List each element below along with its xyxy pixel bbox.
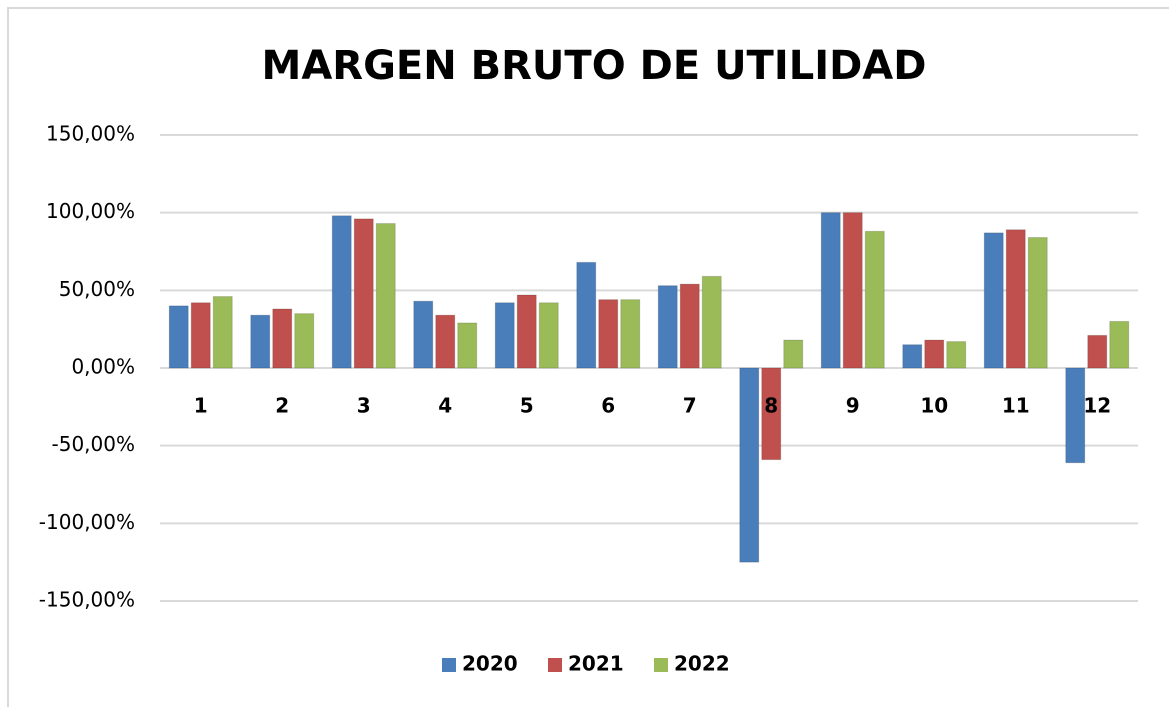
bar [983,232,1004,369]
bar [1027,237,1048,369]
y-tick-label: 0,00% [71,355,135,379]
x-tick-label: 1 [194,394,208,418]
bar [413,300,434,369]
x-tick-label: 5 [520,394,534,418]
x-tick-label: 7 [683,394,697,418]
bar [375,223,396,369]
chart-border [7,7,1169,707]
y-tick-label: -150,00% [39,588,135,612]
bar [457,322,478,369]
bar [924,339,945,369]
bar [701,275,722,369]
legend-swatch [442,658,456,672]
y-tick-label: 50,00% [59,277,135,301]
y-tick-label: -50,00% [52,432,135,456]
bar [1109,320,1130,369]
x-tick-label: 8 [764,394,778,418]
bar [598,299,619,369]
bar [272,308,293,369]
y-tick-label: 150,00% [46,122,135,146]
bar [739,367,760,563]
chart-title: MARGEN BRUTO DE UTILIDAD [262,43,927,89]
bar [864,230,885,369]
bar [353,218,374,369]
bar [820,212,841,369]
x-tick-label: 11 [1002,394,1030,418]
bar [1065,367,1086,464]
y-tick-label: -100,00% [39,510,135,534]
bar [1005,229,1026,369]
bar [494,302,515,369]
bar [576,261,597,369]
y-tick-label: 100,00% [46,199,135,223]
bar [946,341,967,369]
bar [168,305,189,369]
x-tick-label: 10 [920,394,948,418]
legend-label: 2020 [462,652,518,676]
bar [538,302,559,369]
bar [294,313,315,369]
bar [761,367,782,461]
bar [190,302,211,369]
bar [783,339,804,369]
x-tick-label: 12 [1083,394,1111,418]
bar [657,285,678,369]
bar [1087,334,1108,369]
bar [842,212,863,369]
x-tick-label: 4 [438,394,452,418]
bar [435,314,456,369]
x-tick-label: 6 [601,394,615,418]
x-tick-label: 2 [275,394,289,418]
bar [516,294,537,369]
bar [331,215,352,369]
bar [212,296,233,369]
legend-swatch [654,658,668,672]
bar [620,299,641,369]
legend-label: 2021 [568,652,624,676]
bar [902,344,923,369]
x-tick-label: 3 [357,394,371,418]
bar [250,314,271,369]
bar [679,283,700,369]
legend-label: 2022 [674,652,730,676]
legend-swatch [548,658,562,672]
x-tick-label: 9 [846,394,860,418]
